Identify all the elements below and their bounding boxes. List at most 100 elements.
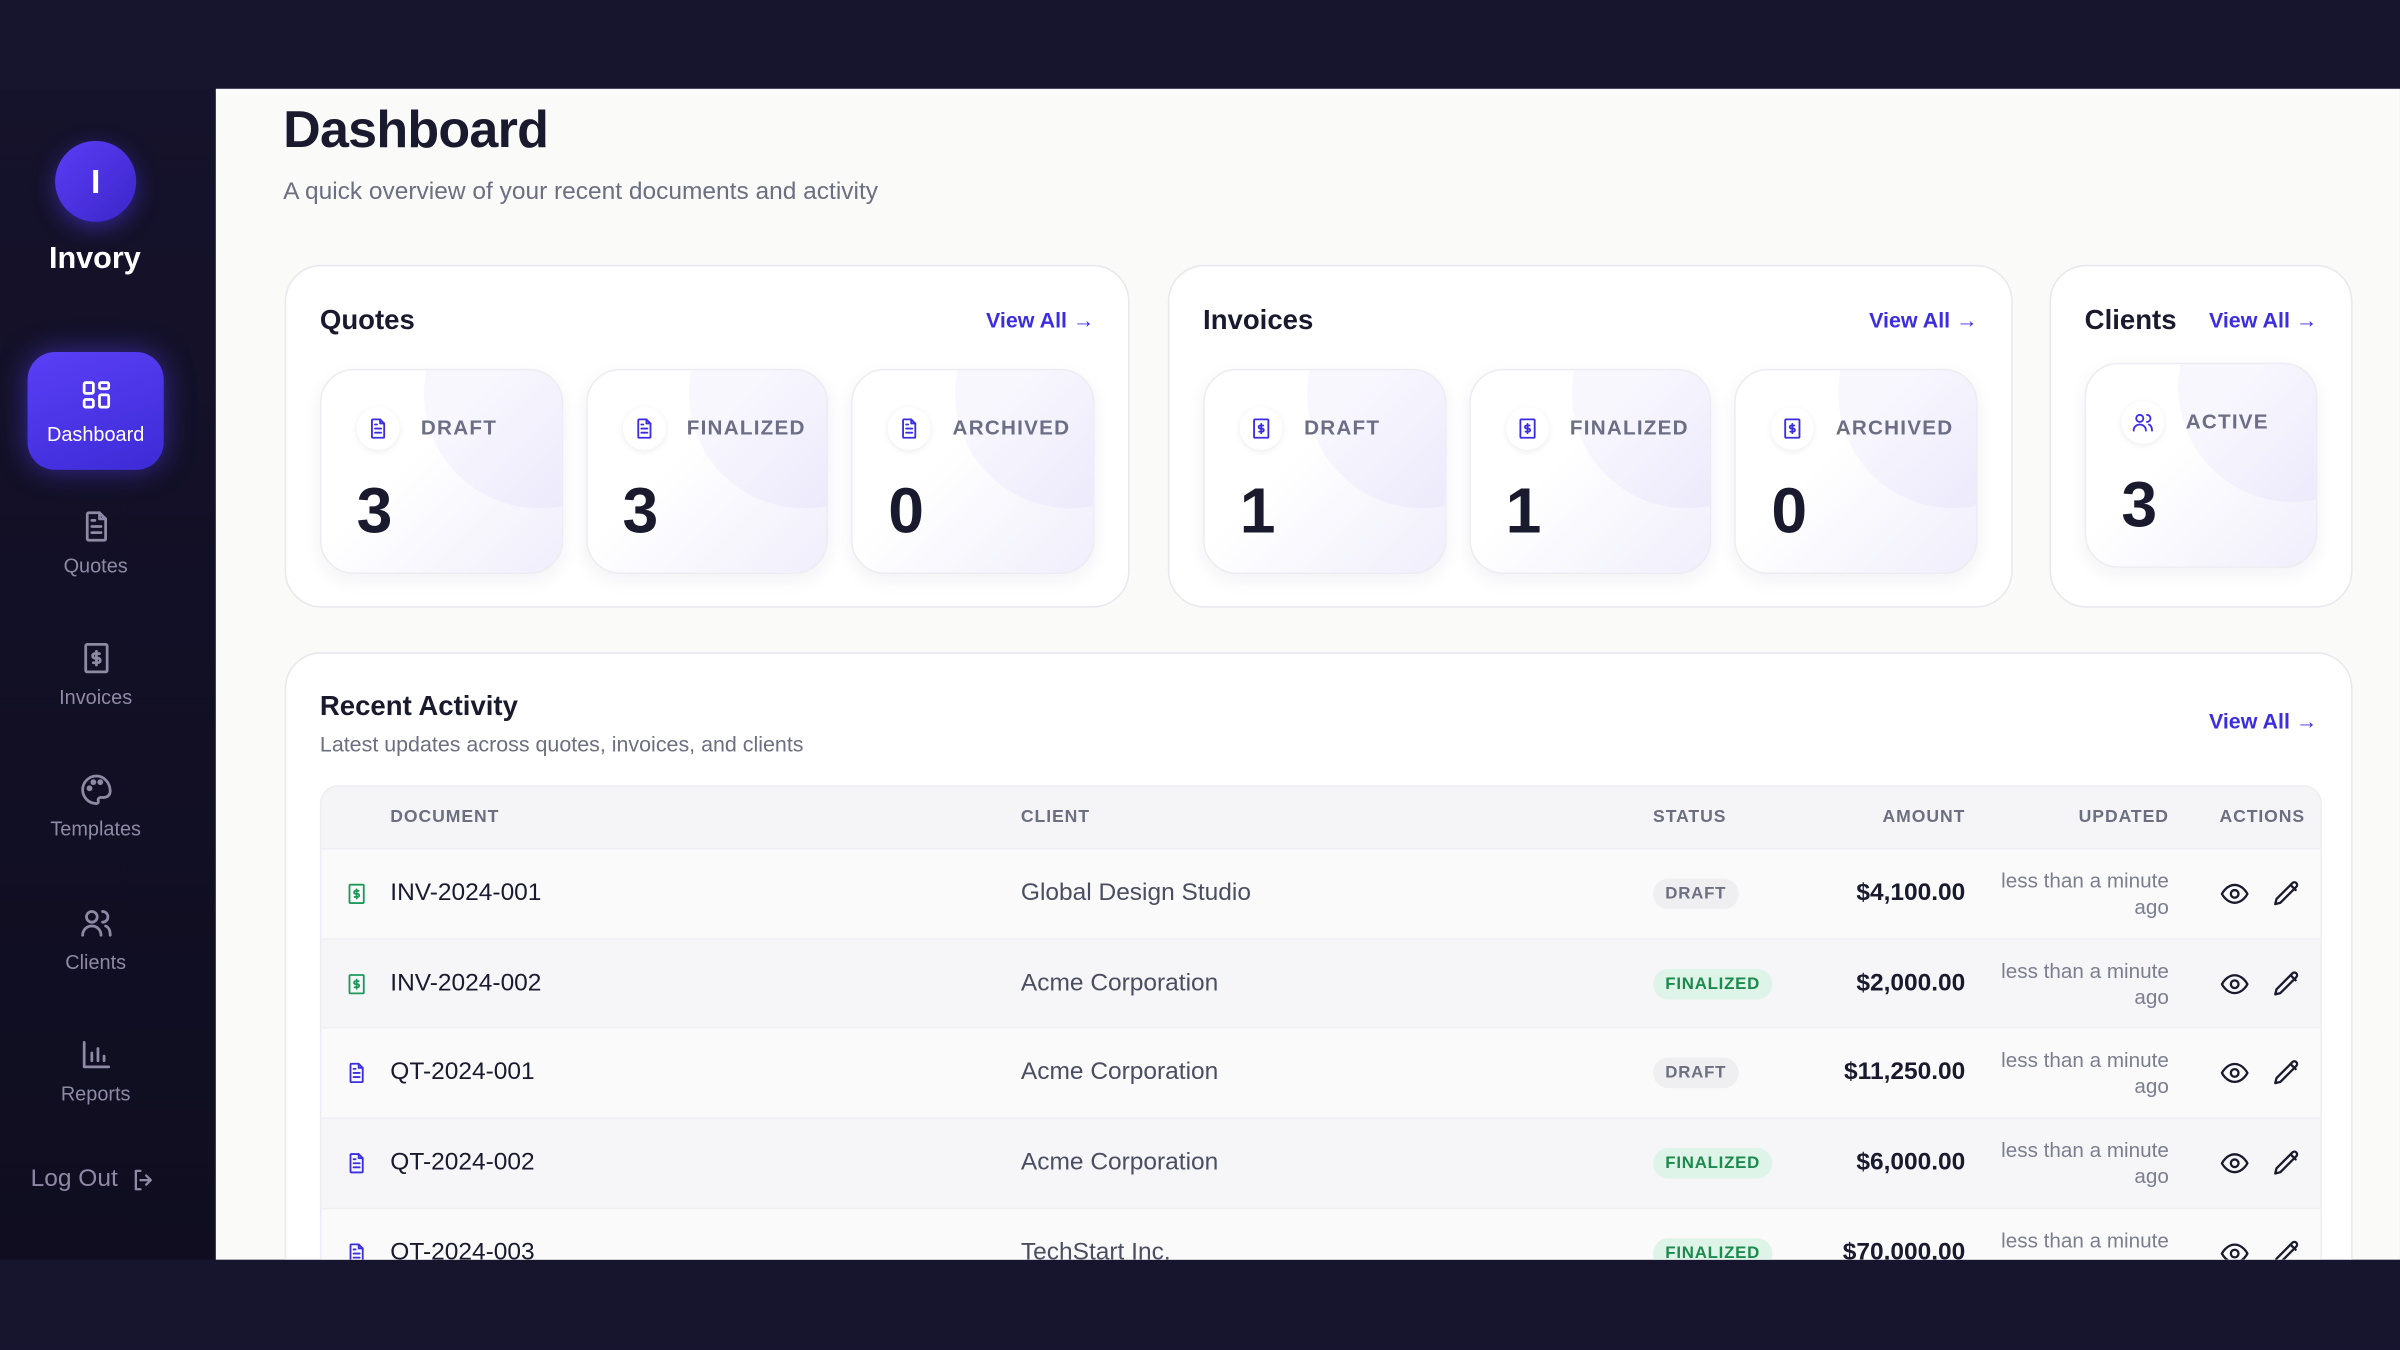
view-button[interactable]	[2219, 878, 2250, 909]
view-button[interactable]	[2219, 1148, 2250, 1179]
nav-icon	[80, 910, 111, 937]
stat-tile[interactable]: FINALIZED 1	[1468, 368, 1712, 574]
nav-item[interactable]: Quotes	[28, 484, 164, 602]
column-header: UPDATED	[2078, 808, 2169, 827]
nav-label: Invoices	[59, 685, 133, 709]
stat-icon-glyph	[1784, 418, 1801, 439]
stat-tile[interactable]: DRAFT 3	[319, 368, 563, 574]
activity-subtitle: Latest updates across quotes, invoices, …	[319, 731, 804, 757]
stat-icon-glyph	[902, 418, 917, 439]
card-header: Invoices View All →	[1203, 300, 1977, 340]
actions	[2169, 1238, 2305, 1260]
edit-button[interactable]	[2271, 1238, 2302, 1260]
edit-button[interactable]	[2271, 968, 2302, 999]
stat-value: 1	[1239, 474, 1276, 547]
card-header: Quotes View All →	[320, 300, 1094, 340]
nav-label: Reports	[60, 1082, 131, 1106]
table-row[interactable]: INV-2024-002 Acme Corporation FINALIZED $2,…	[321, 937, 2321, 1028]
stat-tile[interactable]: FINALIZED 3	[585, 368, 829, 574]
view-button[interactable]	[2219, 1238, 2250, 1260]
view-all-link[interactable]: View All →	[2208, 307, 2318, 333]
stat-label: ARCHIVED	[1835, 416, 1954, 440]
logout-label: Log Out	[30, 1166, 118, 1193]
edit-button[interactable]	[2271, 878, 2302, 909]
table-row[interactable]: QT-2024-001 Acme Corporation DRAFT $11,250.…	[321, 1027, 2321, 1118]
amount: $6,000.00	[1856, 1149, 1966, 1176]
sidebar: I Invory Dashboard Quotes Invoices Template…	[0, 88, 215, 1260]
nav-item[interactable]: Invoices	[28, 615, 164, 733]
edit-button[interactable]	[2271, 1058, 2302, 1089]
view-all-link[interactable]: View All →	[2208, 708, 2318, 734]
status-cell: FINALIZED	[1653, 1147, 1806, 1179]
activity-table: DOCUMENT CLIENT STATUS AMOUNT UPDATED ACTIONS…	[319, 785, 2322, 1260]
stat-label: ARCHIVED	[952, 416, 1071, 440]
stat-tile[interactable]: DRAFT 1	[1203, 368, 1446, 574]
column-header: ACTIONS	[2219, 808, 2306, 827]
summary-card: Invoices View All → DRAFT 1 FINALIZED 1 ARCHIV…	[1167, 264, 2013, 608]
nav-item[interactable]: Reports	[28, 1012, 164, 1130]
activity-card: Recent Activity Latest updates across qu…	[284, 652, 2353, 1260]
document-type-icon	[321, 1241, 390, 1260]
stat-icon-glyph	[1253, 418, 1270, 439]
nav-icon	[82, 1040, 110, 1069]
summary-card: Quotes View All → DRAFT 3 FINALIZED 3 ARCHIVED…	[284, 264, 1130, 608]
document-type-glyph	[347, 973, 364, 994]
client-name: Global Design Studio	[1020, 879, 1251, 906]
column-header: AMOUNT	[1882, 808, 1966, 827]
page-title: Dashboard	[283, 101, 549, 160]
updated-time: less than a minute ago	[2001, 1228, 2169, 1259]
card-title: Invoices	[1203, 303, 1314, 335]
status-badge: FINALIZED	[1653, 968, 1773, 999]
stat-tile[interactable]: ARCHIVED 0	[1734, 368, 1978, 574]
actions	[2169, 1058, 2305, 1089]
stat-icon-glyph	[636, 418, 651, 439]
logout-button[interactable]: Log Out	[31, 1166, 158, 1194]
updated-time: less than a minute ago	[2001, 1138, 2169, 1188]
card-title: Quotes	[319, 303, 415, 335]
column-header: STATUS	[1653, 808, 1727, 827]
stat-label: DRAFT	[420, 416, 498, 440]
document-type-glyph	[348, 1063, 363, 1084]
view-all-link[interactable]: View All →	[1869, 307, 1978, 333]
stat-value: 3	[2121, 468, 2158, 541]
stat-icon	[356, 407, 400, 450]
nav-label: Dashboard	[46, 422, 145, 446]
stat-label: FINALIZED	[686, 416, 806, 440]
table-row[interactable]: QT-2024-003 TechStart Inc. FINALIZED $70,00…	[321, 1207, 2321, 1260]
stat-list: DRAFT 1 FINALIZED 1 ARCHIVED 0	[1203, 368, 1978, 574]
status-badge: FINALIZED	[1653, 1147, 1773, 1179]
stat-icon	[2121, 401, 2165, 444]
document-type-glyph	[347, 883, 364, 904]
document-type-icon	[321, 1151, 390, 1175]
edit-button[interactable]	[2271, 1148, 2302, 1179]
stat-list: DRAFT 3 FINALIZED 3 ARCHIVED 0	[319, 368, 1095, 574]
view-button[interactable]	[2219, 968, 2250, 999]
nav-item[interactable]: Clients	[28, 880, 164, 998]
nav-item[interactable]: Dashboard	[27, 352, 164, 470]
stat-tile[interactable]: ARCHIVED 0	[851, 368, 1095, 574]
stat-value: 3	[356, 474, 393, 547]
stat-tile[interactable]: ACTIVE 3	[2084, 362, 2318, 568]
document-id: QT-2024-003	[390, 1239, 535, 1260]
document-type-glyph	[348, 1242, 363, 1260]
stat-icon	[1505, 407, 1549, 450]
stat-icon-glyph	[2132, 413, 2153, 432]
table-row[interactable]: QT-2024-002 Acme Corporation FINALIZED $6,0…	[321, 1117, 2321, 1208]
view-all-link[interactable]: View All →	[985, 307, 1095, 333]
stat-icon	[1771, 407, 1815, 450]
table-row[interactable]: INV-2024-001 Global Design Studio DRAFT $4,…	[321, 847, 2321, 938]
stat-list: ACTIVE 3	[2084, 362, 2318, 568]
nav-item[interactable]: Templates	[28, 747, 164, 865]
amount: $2,000.00	[1856, 969, 1966, 996]
nav-label: Templates	[50, 817, 142, 841]
card-header: Clients View All →	[2085, 300, 2318, 340]
stat-icon	[622, 407, 666, 450]
document-id: QT-2024-002	[390, 1149, 535, 1176]
document-id: INV-2024-001	[390, 879, 542, 906]
stat-icon	[1239, 407, 1283, 450]
client-name: Acme Corporation	[1020, 969, 1219, 996]
status-cell: FINALIZED	[1653, 1237, 1806, 1260]
view-button[interactable]	[2219, 1058, 2250, 1089]
